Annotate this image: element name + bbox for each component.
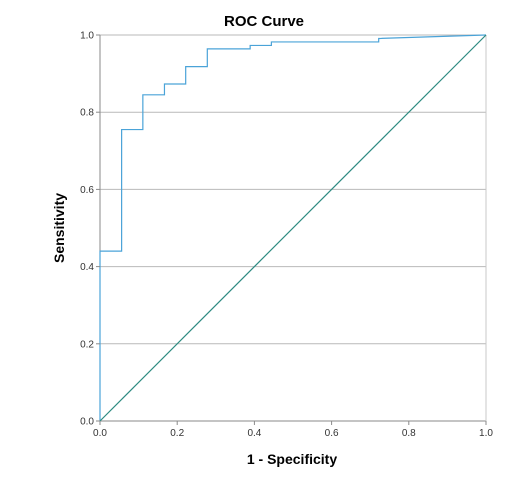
x-tick-label: 0.0	[93, 428, 107, 439]
x-axis-label: 1 - Specificity	[247, 451, 337, 467]
y-tick-label: 0.2	[80, 339, 94, 350]
x-tick-label: 1.0	[479, 428, 493, 439]
series-layer	[99, 34, 487, 422]
x-tick-label: 0.6	[325, 428, 339, 439]
y-tick-label: 1.0	[80, 31, 94, 42]
y-tick-label: 0.6	[80, 185, 94, 196]
roc-curve-line	[99, 34, 487, 421]
x-tick-label: 0.2	[170, 428, 184, 439]
grid-layer	[100, 34, 486, 345]
x-tick-label: 0.4	[247, 428, 261, 439]
y-tick-label: 0.8	[80, 108, 94, 119]
x-tick-label: 0.8	[402, 428, 416, 439]
x-ticks: 0.0 0.2 0.4 0.6 0.8 1.0	[93, 421, 493, 439]
chart-title: ROC Curve	[224, 13, 304, 30]
y-tick-label: 0.0	[80, 417, 94, 428]
y-axis-label: Sensitivity	[51, 193, 67, 263]
y-tick-label: 0.4	[80, 262, 94, 273]
reference-diagonal-line	[99, 34, 487, 422]
y-ticks: 0.0 0.2 0.4 0.6 0.8 1.0	[80, 31, 100, 428]
